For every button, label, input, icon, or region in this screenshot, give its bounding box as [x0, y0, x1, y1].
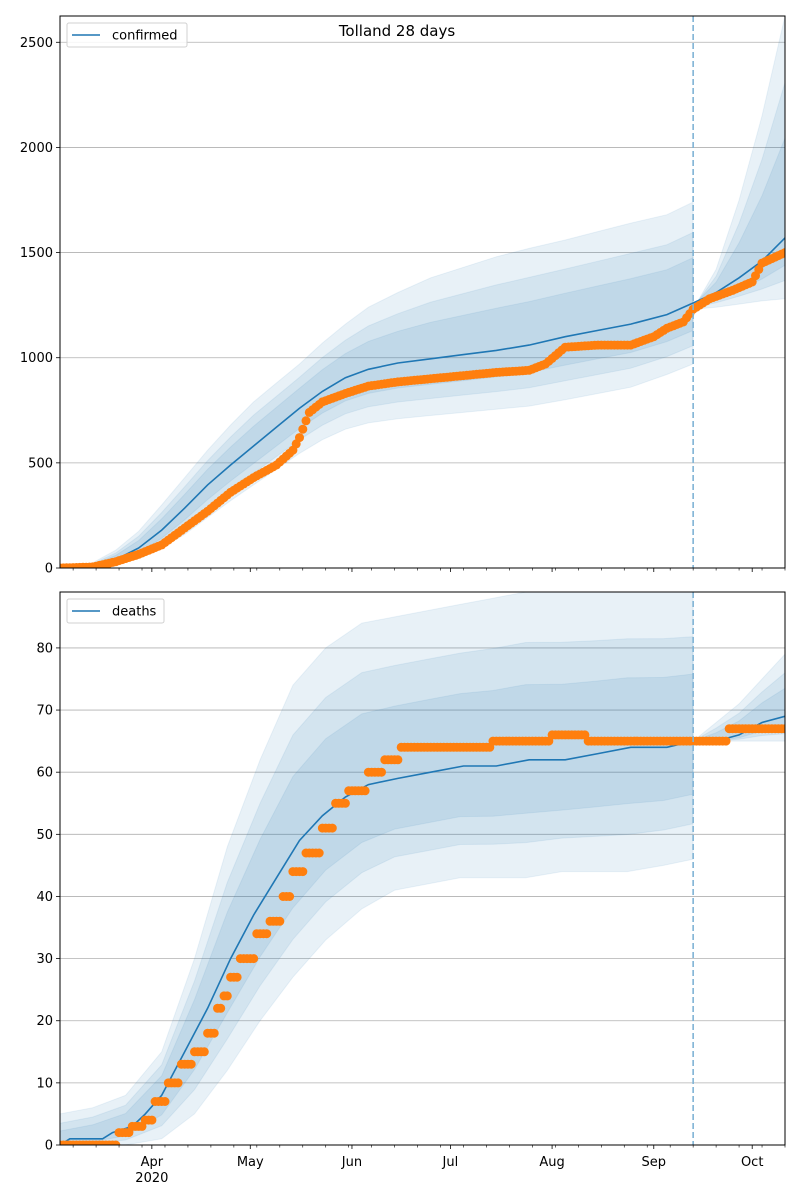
observed-point	[298, 424, 308, 434]
x-tick-label: Sep	[642, 1155, 667, 1170]
y-tick-label: 80	[36, 641, 53, 656]
observed-point	[147, 1115, 157, 1125]
x-tick-label: Oct	[741, 1155, 763, 1170]
observed-point	[285, 892, 295, 901]
observed-point	[186, 1059, 196, 1069]
x-tick-label: Jun	[341, 1155, 362, 1170]
legend: deaths	[66, 598, 165, 624]
y-tick-label: 0	[45, 1139, 53, 1154]
y-tick-label: 1500	[20, 246, 53, 261]
observed-point	[173, 1078, 183, 1088]
legend-label: deaths	[112, 605, 157, 620]
observed-point	[216, 1003, 226, 1013]
x-tick-label: Jul	[442, 1155, 459, 1170]
uncertainty-band	[691, 82, 785, 309]
observed-point	[111, 1140, 121, 1145]
x-tick-label: 2020	[135, 1171, 168, 1186]
confirmed-panel: 0 500 1000 1500 2000 2500 confirmed	[20, 15, 786, 577]
observed-point	[262, 929, 272, 939]
plot-area	[60, 592, 785, 1145]
observed-point	[298, 867, 308, 877]
plot-area	[60, 16, 785, 568]
observed-point	[377, 767, 386, 777]
axes-frame	[59, 591, 786, 1146]
legend: confirmed	[66, 22, 188, 48]
observed-point	[780, 248, 785, 258]
observed-point	[340, 798, 350, 808]
y-tick-label: 500	[28, 456, 53, 471]
observed-point	[209, 1028, 219, 1038]
y-tick-label: 2000	[20, 141, 53, 156]
y-tick-label: 60	[36, 766, 53, 781]
observed-point	[393, 755, 403, 765]
y-tick-label: 50	[36, 828, 53, 843]
observed-point	[327, 823, 337, 833]
legend-box	[66, 22, 188, 48]
observed-point	[314, 848, 324, 858]
uncertainty-band	[692, 16, 785, 310]
observed-point	[295, 433, 304, 443]
axes-frame	[59, 15, 786, 569]
median-line	[60, 237, 785, 568]
uncertainty-band	[60, 256, 694, 568]
observed-point	[275, 916, 285, 926]
y-tick-label: 40	[36, 890, 53, 905]
y-tick-label: 0	[45, 562, 53, 577]
observed-point	[160, 1097, 170, 1106]
y-tick-label: 70	[36, 704, 53, 719]
observed-point	[360, 786, 370, 796]
x-tick-label: Aug	[539, 1155, 564, 1170]
y-tick-label: 30	[36, 952, 53, 967]
x-tick-label: May	[237, 1155, 264, 1170]
y-tick-label: 1000	[20, 351, 53, 366]
chart-title: Tolland 28 days	[338, 22, 456, 40]
legend-box	[66, 598, 165, 624]
observed-point	[780, 724, 785, 734]
observed-point	[301, 416, 311, 426]
observed-point	[222, 991, 232, 1001]
observed-point	[249, 954, 259, 964]
observed-point	[199, 1047, 209, 1057]
y-tick-label: 10	[36, 1076, 53, 1091]
y-tick-label: 20	[36, 1014, 53, 1029]
observed-point	[232, 972, 242, 982]
x-tick-label: Apr	[141, 1155, 164, 1170]
legend-label: confirmed	[112, 29, 178, 44]
y-tick-label: 2500	[20, 36, 53, 51]
uncertainty-band	[60, 636, 694, 1145]
observed-point	[721, 736, 731, 746]
